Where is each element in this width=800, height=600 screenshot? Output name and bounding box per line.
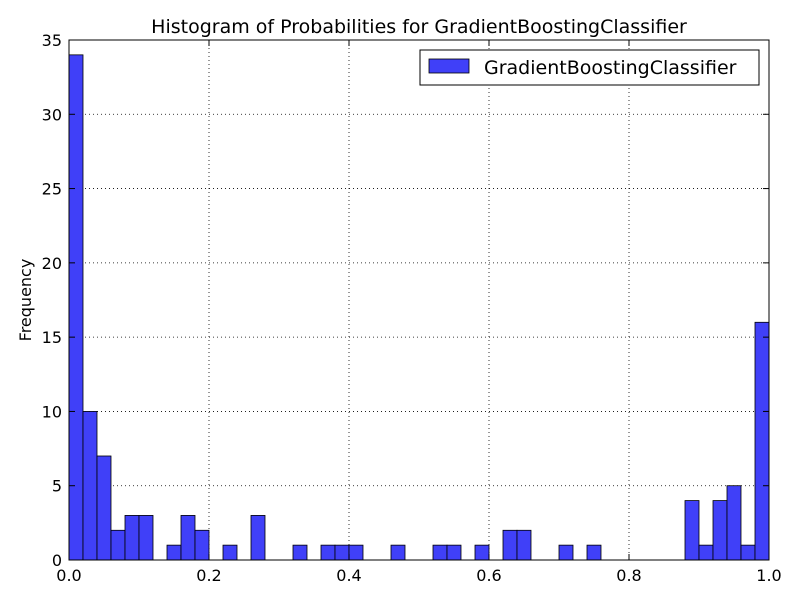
histogram-bar — [684, 500, 700, 561]
y-tick-labels: 0 5 10 15 20 25 30 35 — [42, 31, 62, 570]
histogram-bar — [68, 54, 84, 561]
legend-label: GradientBoostingClassifier — [484, 57, 737, 79]
x-tick-label: 0.4 — [336, 566, 361, 585]
histogram-bar — [250, 515, 266, 561]
x-tick-label: 0.0 — [56, 566, 81, 585]
x-tick-label: 1.0 — [756, 566, 781, 585]
histogram-bar — [726, 485, 742, 561]
legend: GradientBoostingClassifier — [419, 49, 760, 86]
chart-title: Histogram of Probabilities for GradientB… — [151, 16, 687, 38]
histogram-bar — [390, 544, 406, 561]
histogram-bar — [180, 515, 196, 561]
histogram-bar — [740, 544, 756, 561]
x-tick-label: 0.6 — [476, 566, 501, 585]
histogram-bar — [138, 515, 154, 561]
histogram-bar — [446, 544, 462, 561]
histogram-bar — [348, 544, 364, 561]
histogram-bar — [698, 544, 714, 561]
y-tick-label: 0 — [52, 551, 62, 570]
histogram-bar — [82, 411, 98, 561]
histogram-bar — [96, 455, 112, 561]
histogram-bar — [474, 544, 490, 561]
histogram-bar — [320, 544, 336, 561]
bars-group — [68, 54, 770, 561]
histogram-bar — [502, 529, 518, 561]
y-tick-label: 10 — [42, 402, 62, 421]
y-tick-label: 15 — [42, 328, 62, 347]
histogram-bar — [586, 544, 602, 561]
histogram-bar — [712, 500, 728, 561]
histogram-bar — [516, 529, 532, 561]
tick-marks — [68, 39, 770, 561]
histogram-bar — [166, 544, 182, 561]
x-tick-labels: 0.0 0.2 0.4 0.6 0.8 1.0 — [56, 566, 781, 585]
histogram-bar — [194, 529, 210, 561]
histogram-bar — [222, 544, 238, 561]
histogram-bar — [334, 544, 350, 561]
grid-lines — [69, 40, 769, 560]
x-tick-label: 0.2 — [196, 566, 221, 585]
y-tick-label: 20 — [42, 254, 62, 273]
y-tick-label: 35 — [42, 31, 62, 50]
histogram-bar — [124, 515, 140, 561]
y-tick-label: 25 — [42, 180, 62, 199]
plot-area — [69, 40, 769, 560]
plot-frame — [68, 39, 770, 561]
y-tick-label: 30 — [42, 105, 62, 124]
legend-box — [419, 49, 760, 86]
histogram-bar — [558, 544, 574, 561]
y-tick-label: 5 — [52, 477, 62, 496]
histogram-bar — [292, 544, 308, 561]
legend-swatch — [428, 58, 470, 74]
histogram-bar — [754, 321, 770, 561]
histogram-bar — [432, 544, 448, 561]
y-axis-label: Frequency — [16, 259, 35, 342]
x-tick-label: 0.8 — [616, 566, 641, 585]
histogram-bar — [110, 529, 126, 561]
